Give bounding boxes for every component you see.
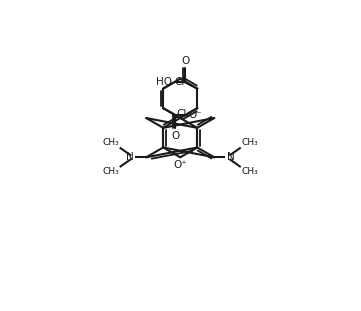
Text: O⁺: O⁺	[173, 160, 187, 170]
Text: CH₃: CH₃	[241, 167, 258, 176]
Text: N: N	[227, 152, 235, 162]
Text: Cl: Cl	[174, 77, 184, 87]
Text: O: O	[171, 131, 179, 141]
Text: N: N	[126, 152, 133, 162]
Text: O⁻: O⁻	[188, 110, 202, 120]
Text: CH₃: CH₃	[241, 138, 258, 147]
Text: O: O	[181, 56, 189, 66]
Text: HO: HO	[156, 77, 172, 87]
Text: CH₃: CH₃	[103, 167, 119, 176]
Text: Cl: Cl	[176, 109, 187, 119]
Text: CH₃: CH₃	[103, 138, 119, 147]
